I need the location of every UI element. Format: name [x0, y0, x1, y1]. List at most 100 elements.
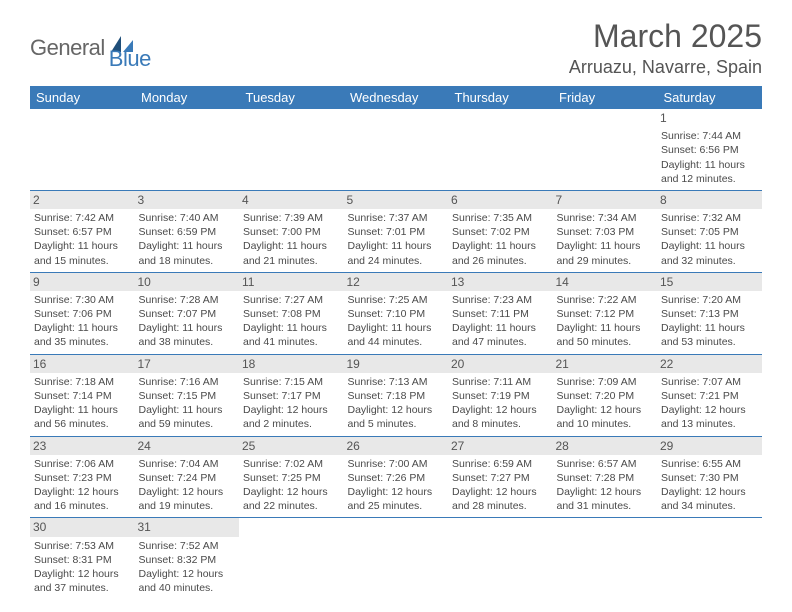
sunset-text: Sunset: 7:07 PM — [139, 307, 236, 321]
day-number: 5 — [344, 191, 449, 209]
day-number: 23 — [30, 437, 135, 455]
col-friday: Friday — [553, 86, 658, 109]
calendar-cell — [30, 109, 135, 190]
daylight-text: Daylight: 11 hours and 35 minutes. — [34, 321, 131, 349]
calendar-cell: 11Sunrise: 7:27 AMSunset: 7:08 PMDayligh… — [239, 272, 344, 354]
daylight-text: Daylight: 12 hours and 13 minutes. — [661, 403, 758, 431]
daylight-text: Daylight: 11 hours and 24 minutes. — [348, 239, 445, 267]
calendar-cell: 25Sunrise: 7:02 AMSunset: 7:25 PMDayligh… — [239, 436, 344, 518]
daylight-text: Daylight: 11 hours and 38 minutes. — [139, 321, 236, 349]
sunset-text: Sunset: 7:06 PM — [34, 307, 131, 321]
sunrise-text: Sunrise: 7:30 AM — [34, 293, 131, 307]
sunset-text: Sunset: 7:15 PM — [139, 389, 236, 403]
sunrise-text: Sunrise: 6:59 AM — [452, 457, 549, 471]
calendar-cell: 29Sunrise: 6:55 AMSunset: 7:30 PMDayligh… — [657, 436, 762, 518]
calendar-cell — [448, 518, 553, 599]
day-number: 27 — [448, 437, 553, 455]
sunset-text: Sunset: 7:14 PM — [34, 389, 131, 403]
daylight-text: Daylight: 11 hours and 26 minutes. — [452, 239, 549, 267]
sunset-text: Sunset: 8:32 PM — [139, 553, 236, 567]
sunset-text: Sunset: 7:02 PM — [452, 225, 549, 239]
sunrise-text: Sunrise: 7:04 AM — [139, 457, 236, 471]
calendar-row: 30Sunrise: 7:53 AMSunset: 8:31 PMDayligh… — [30, 518, 762, 599]
sunset-text: Sunset: 7:08 PM — [243, 307, 340, 321]
header: General Blue March 2025 Arruazu, Navarre… — [30, 18, 762, 78]
calendar-cell: 27Sunrise: 6:59 AMSunset: 7:27 PMDayligh… — [448, 436, 553, 518]
sunrise-text: Sunrise: 7:13 AM — [348, 375, 445, 389]
daylight-text: Daylight: 12 hours and 16 minutes. — [34, 485, 131, 513]
calendar-cell — [448, 109, 553, 190]
sunrise-text: Sunrise: 7:15 AM — [243, 375, 340, 389]
sunrise-text: Sunrise: 7:11 AM — [452, 375, 549, 389]
calendar-table: Sunday Monday Tuesday Wednesday Thursday… — [30, 86, 762, 599]
daylight-text: Daylight: 11 hours and 59 minutes. — [139, 403, 236, 431]
calendar-cell: 30Sunrise: 7:53 AMSunset: 8:31 PMDayligh… — [30, 518, 135, 599]
title-block: March 2025 Arruazu, Navarre, Spain — [569, 18, 762, 78]
daylight-text: Daylight: 11 hours and 18 minutes. — [139, 239, 236, 267]
calendar-cell — [553, 518, 658, 599]
sunrise-text: Sunrise: 7:18 AM — [34, 375, 131, 389]
day-number: 24 — [135, 437, 240, 455]
sunset-text: Sunset: 6:56 PM — [661, 143, 758, 157]
col-saturday: Saturday — [657, 86, 762, 109]
daylight-text: Daylight: 12 hours and 5 minutes. — [348, 403, 445, 431]
day-number: 12 — [344, 273, 449, 291]
sunset-text: Sunset: 7:23 PM — [34, 471, 131, 485]
sunset-text: Sunset: 7:20 PM — [557, 389, 654, 403]
calendar-cell: 23Sunrise: 7:06 AMSunset: 7:23 PMDayligh… — [30, 436, 135, 518]
calendar-row: 9Sunrise: 7:30 AMSunset: 7:06 PMDaylight… — [30, 272, 762, 354]
daylight-text: Daylight: 11 hours and 44 minutes. — [348, 321, 445, 349]
logo-text-general: General — [30, 35, 105, 61]
sunrise-text: Sunrise: 7:39 AM — [243, 211, 340, 225]
calendar-cell — [239, 109, 344, 190]
day-number: 6 — [448, 191, 553, 209]
sunrise-text: Sunrise: 7:42 AM — [34, 211, 131, 225]
sunrise-text: Sunrise: 7:34 AM — [557, 211, 654, 225]
calendar-cell: 10 Sunrise: 7:28 AMSunset: 7:07 PMDayligh… — [135, 272, 240, 354]
sunset-text: Sunset: 7:26 PM — [348, 471, 445, 485]
sunrise-text: Sunrise: 7:20 AM — [661, 293, 758, 307]
calendar-row: 2Sunrise: 7:42 AMSunset: 6:57 PMDaylight… — [30, 190, 762, 272]
calendar-cell: 3Sunrise: 7:40 AMSunset: 6:59 PMDaylight… — [135, 190, 240, 272]
sunrise-text: Sunrise: 7:28 AM — [139, 293, 236, 307]
sunset-text: Sunset: 7:28 PM — [557, 471, 654, 485]
sunrise-text: Sunrise: 7:53 AM — [34, 539, 131, 553]
day-number: 11 — [239, 273, 344, 291]
calendar-row: 23Sunrise: 7:06 AMSunset: 7:23 PMDayligh… — [30, 436, 762, 518]
daylight-text: Daylight: 11 hours and 32 minutes. — [661, 239, 758, 267]
daylight-text: Daylight: 12 hours and 31 minutes. — [557, 485, 654, 513]
sunset-text: Sunset: 7:03 PM — [557, 225, 654, 239]
sunrise-text: Sunrise: 7:40 AM — [139, 211, 236, 225]
day-number: 9 — [30, 273, 135, 291]
day-number: 28 — [553, 437, 658, 455]
sunset-text: Sunset: 7:27 PM — [452, 471, 549, 485]
calendar-cell — [657, 518, 762, 599]
calendar-cell: 14Sunrise: 7:22 AMSunset: 7:12 PMDayligh… — [553, 272, 658, 354]
calendar-cell: 17Sunrise: 7:16 AMSunset: 7:15 PMDayligh… — [135, 354, 240, 436]
daylight-text: Daylight: 12 hours and 2 minutes. — [243, 403, 340, 431]
calendar-cell: 16Sunrise: 7:18 AMSunset: 7:14 PMDayligh… — [30, 354, 135, 436]
sunrise-text: Sunrise: 6:57 AM — [557, 457, 654, 471]
calendar-cell: 20Sunrise: 7:11 AMSunset: 7:19 PMDayligh… — [448, 354, 553, 436]
day-number: 22 — [657, 355, 762, 373]
sunset-text: Sunset: 7:11 PM — [452, 307, 549, 321]
calendar-cell — [135, 109, 240, 190]
sunrise-text: Sunrise: 7:52 AM — [139, 539, 236, 553]
calendar-cell — [344, 109, 449, 190]
day-number: 10 — [135, 273, 240, 291]
sunset-text: Sunset: 7:05 PM — [661, 225, 758, 239]
sunset-text: Sunset: 7:17 PM — [243, 389, 340, 403]
calendar-cell: 1Sunrise: 7:44 AMSunset: 6:56 PMDaylight… — [657, 109, 762, 190]
calendar-cell: 26Sunrise: 7:00 AMSunset: 7:26 PMDayligh… — [344, 436, 449, 518]
calendar-cell: 8Sunrise: 7:32 AMSunset: 7:05 PMDaylight… — [657, 190, 762, 272]
calendar-cell: 24Sunrise: 7:04 AMSunset: 7:24 PMDayligh… — [135, 436, 240, 518]
sunset-text: Sunset: 7:19 PM — [452, 389, 549, 403]
sunset-text: Sunset: 7:12 PM — [557, 307, 654, 321]
sunset-text: Sunset: 7:25 PM — [243, 471, 340, 485]
sunrise-text: Sunrise: 7:16 AM — [139, 375, 236, 389]
calendar-cell: 13Sunrise: 7:23 AMSunset: 7:11 PMDayligh… — [448, 272, 553, 354]
day-number: 29 — [657, 437, 762, 455]
day-number: 4 — [239, 191, 344, 209]
sunrise-text: Sunrise: 7:02 AM — [243, 457, 340, 471]
col-tuesday: Tuesday — [239, 86, 344, 109]
